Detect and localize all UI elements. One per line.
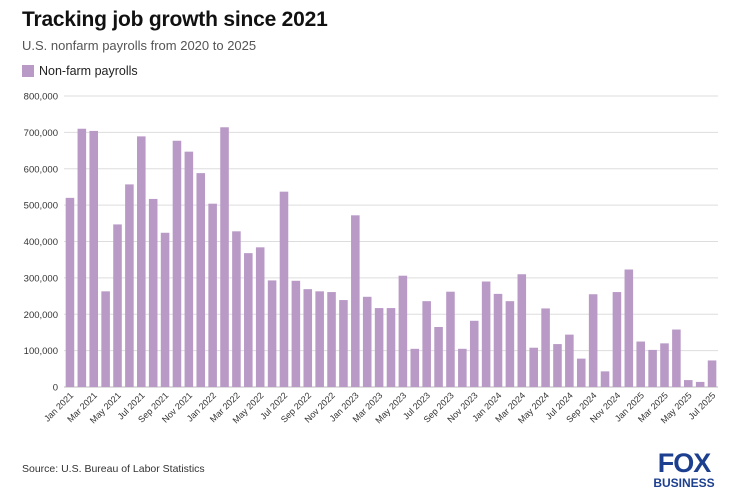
y-tick-label: 300,000	[24, 273, 58, 284]
bar	[65, 197, 75, 387]
bar	[208, 203, 217, 387]
bar	[291, 280, 301, 387]
bar	[576, 358, 586, 387]
bar	[137, 136, 146, 387]
bar	[707, 360, 717, 387]
bar	[101, 291, 110, 387]
bar	[493, 293, 503, 387]
bar	[636, 341, 645, 387]
bar	[624, 269, 634, 387]
bar	[529, 347, 538, 387]
y-tick-label: 200,000	[24, 310, 58, 321]
y-tick-label: 500,000	[24, 201, 58, 212]
bar	[446, 291, 455, 387]
chart-subtitle: U.S. nonfarm payrolls from 2020 to 2025	[22, 38, 257, 53]
y-tick-label: 700,000	[24, 128, 58, 139]
bar	[588, 294, 598, 387]
y-tick-label: 800,000	[24, 92, 58, 103]
bar	[481, 281, 491, 387]
bar	[434, 326, 443, 387]
bar	[398, 275, 408, 387]
bar	[303, 289, 313, 387]
bar	[517, 274, 527, 387]
bar	[77, 128, 87, 388]
bar	[232, 231, 241, 387]
bar	[565, 334, 574, 387]
bar	[327, 292, 336, 387]
y-tick-label: 0	[53, 383, 58, 394]
legend: Non-farm payrolls	[22, 64, 138, 78]
bar	[279, 191, 289, 387]
bar	[148, 198, 158, 387]
y-tick-label: 400,000	[24, 237, 58, 248]
bar	[505, 301, 515, 387]
bar-chart: 0 100,000 200,000 300,000 400,000 500,000 600,…	[24, 92, 718, 425]
bar	[553, 344, 562, 387]
bar	[125, 184, 134, 387]
bar	[612, 292, 622, 387]
bar	[422, 301, 431, 387]
bar	[469, 320, 479, 387]
bar	[458, 348, 467, 387]
logo-business-text: BUSINESS	[653, 476, 714, 490]
bar	[386, 308, 396, 387]
bar	[244, 253, 253, 387]
bar	[648, 349, 657, 387]
bar	[672, 329, 681, 387]
bar	[315, 291, 324, 387]
bar	[339, 300, 348, 387]
bar	[113, 224, 122, 387]
bar	[351, 215, 360, 387]
bar	[600, 371, 610, 387]
bar	[89, 130, 99, 388]
bar	[255, 247, 265, 387]
logo-fox-text: FOX	[658, 448, 711, 478]
bar	[160, 232, 170, 387]
bar	[660, 343, 669, 387]
legend-label: Non-farm payrolls	[39, 64, 138, 78]
source-note: Source: U.S. Bureau of Labor Statistics	[22, 463, 205, 475]
bar	[362, 296, 372, 387]
bar	[695, 381, 705, 387]
chart-title: Tracking job growth since 2021	[22, 8, 328, 31]
bar	[172, 140, 182, 387]
bar	[683, 380, 693, 387]
y-tick-label: 600,000	[24, 164, 58, 175]
bar	[267, 280, 277, 387]
bar	[410, 348, 420, 387]
fox-business-logo: FOX BUSINESS	[653, 448, 714, 490]
legend-swatch	[22, 65, 34, 77]
bar	[184, 151, 194, 387]
bar	[196, 173, 206, 387]
bar	[220, 127, 229, 387]
y-tick-label: 100,000	[24, 346, 58, 357]
bar	[374, 308, 384, 387]
bar	[541, 308, 550, 387]
